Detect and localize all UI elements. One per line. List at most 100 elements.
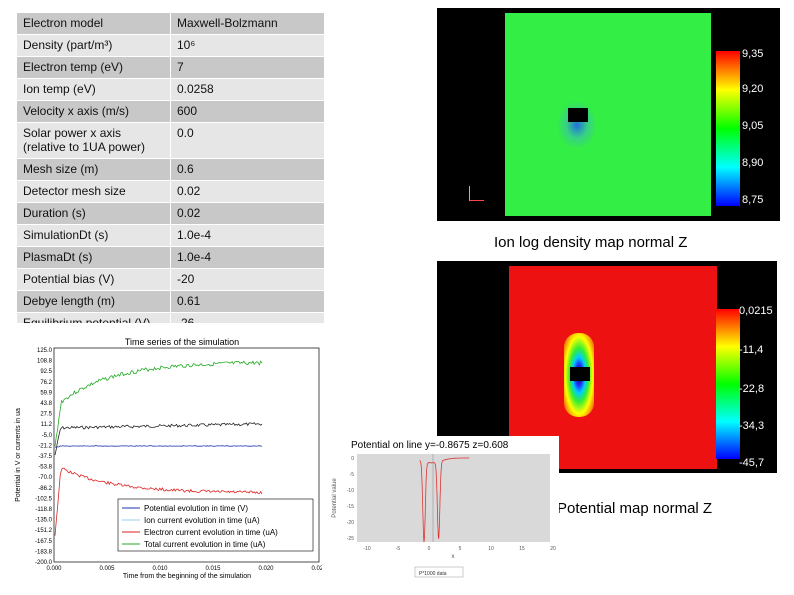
y-tick-label: 76.2 bbox=[40, 380, 52, 386]
x-tick-label: 0.015 bbox=[205, 566, 221, 572]
ion-scale-label-3: 8,90 bbox=[742, 157, 764, 169]
param-value: 0.0258 bbox=[170, 78, 324, 101]
param-row: Electron temp (eV) 7 bbox=[17, 56, 324, 79]
time-series-title: Time series of the simulation bbox=[125, 337, 239, 347]
line-y-tick-label: -20 bbox=[347, 520, 354, 526]
y-tick-label: -53.8 bbox=[38, 465, 52, 471]
param-row: Duration (s) 0.02 bbox=[17, 202, 324, 225]
param-value: -26 bbox=[170, 312, 324, 323]
y-tick-label: -86.2 bbox=[38, 486, 52, 492]
param-key: Electron model bbox=[17, 13, 171, 35]
y-tick-label: 92.5 bbox=[40, 369, 52, 375]
y-tick-label: 27.5 bbox=[40, 412, 52, 418]
param-row: Solar power x axis (relative to 1UA powe… bbox=[17, 122, 324, 159]
potential-scale-label-0: 0,0215 bbox=[739, 305, 773, 317]
line-chart-title-bg bbox=[349, 436, 556, 454]
y-tick-label: -151.2 bbox=[35, 528, 53, 534]
param-row: Mesh size (m) 0.6 bbox=[17, 158, 324, 181]
line-y-tick-label: -5 bbox=[350, 472, 355, 478]
potential-field bbox=[509, 266, 717, 469]
y-tick-label: -70.0 bbox=[38, 475, 52, 481]
y-tick-label: -200.0 bbox=[35, 560, 53, 566]
y-tick-label: -167.5 bbox=[35, 539, 53, 545]
potential-scale-label-2: -22,8 bbox=[739, 383, 765, 395]
series-black bbox=[54, 422, 263, 456]
axes-triad-icon bbox=[469, 186, 484, 201]
param-row: Potential bias (V) -20 bbox=[17, 268, 324, 291]
param-row: SimulationDt (s) 1.0e-4 bbox=[17, 224, 324, 247]
y-tick-label: 43.8 bbox=[40, 401, 52, 407]
param-key: PlasmaDt (s) bbox=[17, 246, 171, 269]
param-value: 600 bbox=[170, 100, 324, 123]
line-y-tick-label: -10 bbox=[347, 488, 354, 494]
potential-map-caption: Potential map normal Z bbox=[557, 500, 713, 517]
param-key: SimulationDt (s) bbox=[17, 224, 171, 247]
y-tick-label: -118.8 bbox=[35, 507, 52, 513]
ion-scale-label-0: 9,35 bbox=[742, 48, 764, 60]
line-x-tick-label: 10 bbox=[488, 546, 494, 552]
param-value: -20 bbox=[170, 268, 324, 291]
y-tick-label: -102.5 bbox=[35, 496, 53, 502]
legend-ion: Ion current evolution in time (uA) bbox=[144, 516, 260, 525]
line-chart-y-ticks: 0 -5 -10 -15 -20 -25 bbox=[347, 456, 354, 542]
param-row: Equilibrium potential (V) -26 bbox=[17, 312, 324, 323]
line-y-tick-label: 0 bbox=[351, 456, 354, 462]
line-x-tick-label: 15 bbox=[519, 546, 525, 552]
series-potential bbox=[54, 445, 263, 448]
param-key: Mesh size (m) bbox=[17, 158, 171, 181]
x-tick-label: 0.025 bbox=[311, 566, 322, 572]
ion-scale-label-2: 9,05 bbox=[742, 120, 764, 132]
time-series-chart: Time series of the simulation 125.0 108.8… bbox=[12, 335, 322, 580]
param-key: Equilibrium potential (V) bbox=[17, 312, 171, 323]
param-key: Debye length (m) bbox=[17, 290, 171, 313]
line-x-tick-label: 5 bbox=[459, 546, 462, 552]
param-row: Electron model Maxwell-Bolzmann bbox=[17, 13, 324, 35]
ion-density-object bbox=[568, 108, 588, 122]
line-chart-x-ticks: -10 -5 0 5 10 15 20 bbox=[363, 546, 556, 552]
line-y-tick-label: -25 bbox=[347, 536, 354, 542]
y-tick-label: -183.8 bbox=[35, 549, 53, 555]
line-chart-legend-box bbox=[414, 566, 464, 578]
line-chart-ylabel: Potential value bbox=[332, 478, 338, 518]
line-x-tick-label: 0 bbox=[428, 546, 431, 552]
ion-map-caption: Ion log density map normal Z bbox=[494, 234, 688, 251]
line-chart-title: Potential on line y=-0.8675 z=0.608 bbox=[351, 440, 509, 451]
time-series-x-ticks: 0.000 0.005 0.010 0.015 0.020 0.025 bbox=[46, 566, 322, 572]
time-series-xlabel: Time from the beginning of the simulatio… bbox=[123, 573, 251, 580]
param-value: 0.02 bbox=[170, 180, 324, 203]
param-value: 1.0e-4 bbox=[170, 246, 324, 269]
param-row: Ion temp (eV) 0.0258 bbox=[17, 78, 324, 101]
y-tick-label: -37.5 bbox=[38, 454, 52, 460]
legend-potential: Potential evolution in time (V) bbox=[144, 504, 248, 513]
param-key: Solar power x axis (relative to 1UA powe… bbox=[17, 122, 171, 159]
param-value: 0.0 bbox=[170, 122, 324, 159]
line-x-tick-label: -5 bbox=[396, 546, 401, 552]
param-value: 0.6 bbox=[170, 158, 324, 181]
x-tick-label: 0.010 bbox=[152, 566, 168, 572]
ion-density-field bbox=[505, 13, 711, 216]
potential-curve bbox=[419, 457, 470, 543]
line-x-tick-label: -10 bbox=[363, 546, 370, 552]
y-tick-label: -21.2 bbox=[38, 443, 52, 449]
param-key: Duration (s) bbox=[17, 202, 171, 225]
legend-electron: Electron current evolution in time (uA) bbox=[144, 528, 278, 537]
y-tick-label: 108.8 bbox=[37, 359, 53, 365]
param-value: 7 bbox=[170, 56, 324, 79]
potential-scale bbox=[716, 309, 740, 459]
param-value: Maxwell-Bolzmann bbox=[170, 13, 324, 35]
param-key: Detector mesh size bbox=[17, 180, 171, 203]
y-tick-label: 59.9 bbox=[40, 390, 52, 396]
param-row: Debye length (m) 0.61 bbox=[17, 290, 324, 313]
potential-scale-label-1: -11,4 bbox=[739, 344, 764, 356]
y-tick-label: 11.2 bbox=[41, 422, 53, 428]
param-key: Potential bias (V) bbox=[17, 268, 171, 291]
potential-scale-label-4: -45,7 bbox=[739, 457, 765, 469]
line-chart-legend: P*1000 data bbox=[419, 571, 447, 577]
param-row: Velocity x axis (m/s) 600 bbox=[17, 100, 324, 123]
parameter-table: Electron model Maxwell-Bolzmann Density (p… bbox=[17, 13, 324, 323]
y-tick-label: -135.0 bbox=[35, 518, 53, 524]
legend-total: Total current evolution in time (uA) bbox=[144, 540, 266, 549]
line-x-tick-label: 20 bbox=[550, 546, 556, 552]
param-key: Ion temp (eV) bbox=[17, 78, 171, 101]
param-value: 10⁶ bbox=[170, 34, 324, 57]
